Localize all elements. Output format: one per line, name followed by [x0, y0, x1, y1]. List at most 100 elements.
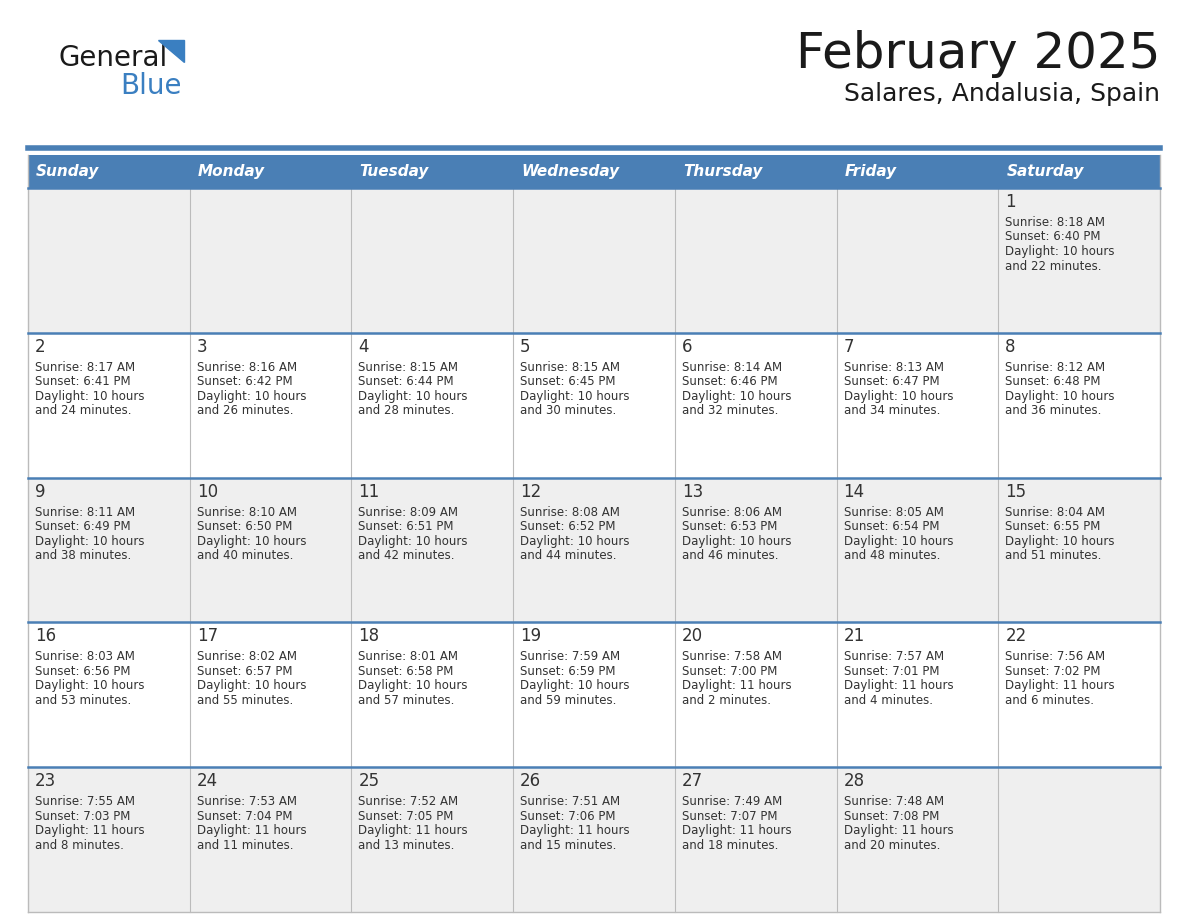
- Text: 5: 5: [520, 338, 531, 356]
- Text: Wednesday: Wednesday: [522, 164, 619, 179]
- Text: Sunset: 6:53 PM: Sunset: 6:53 PM: [682, 521, 777, 533]
- Text: Daylight: 10 hours: Daylight: 10 hours: [682, 534, 791, 548]
- Text: Sunset: 7:01 PM: Sunset: 7:01 PM: [843, 665, 939, 677]
- Text: Daylight: 10 hours: Daylight: 10 hours: [34, 390, 145, 403]
- Text: Friday: Friday: [845, 164, 897, 179]
- Text: Sunrise: 8:15 AM: Sunrise: 8:15 AM: [359, 361, 459, 374]
- Text: Sunset: 6:59 PM: Sunset: 6:59 PM: [520, 665, 615, 677]
- Text: Sunrise: 8:03 AM: Sunrise: 8:03 AM: [34, 650, 135, 664]
- Text: Sunrise: 7:53 AM: Sunrise: 7:53 AM: [197, 795, 297, 808]
- Text: 3: 3: [197, 338, 208, 356]
- Bar: [352, 477, 513, 622]
- Text: 2: 2: [34, 338, 45, 356]
- Text: Sunrise: 8:18 AM: Sunrise: 8:18 AM: [1005, 216, 1105, 229]
- Text: Sunrise: 8:10 AM: Sunrise: 8:10 AM: [197, 506, 297, 519]
- Text: Saturday: Saturday: [1006, 164, 1083, 179]
- Text: Sunrise: 7:52 AM: Sunrise: 7:52 AM: [359, 795, 459, 808]
- Text: Sunrise: 8:04 AM: Sunrise: 8:04 AM: [1005, 506, 1105, 519]
- Text: Sunrise: 8:05 AM: Sunrise: 8:05 AM: [843, 506, 943, 519]
- Text: 26: 26: [520, 772, 542, 790]
- Bar: [352, 622, 513, 767]
- Text: 6: 6: [682, 338, 693, 356]
- Polygon shape: [158, 40, 184, 62]
- Text: and 28 minutes.: and 28 minutes.: [359, 404, 455, 418]
- Bar: [998, 767, 1159, 912]
- Text: and 4 minutes.: and 4 minutes.: [843, 694, 933, 707]
- Text: 15: 15: [1005, 483, 1026, 500]
- Bar: [998, 622, 1159, 767]
- Text: Sunset: 6:45 PM: Sunset: 6:45 PM: [520, 375, 615, 388]
- Text: Sunrise: 8:15 AM: Sunrise: 8:15 AM: [520, 361, 620, 374]
- Text: Sunrise: 8:06 AM: Sunrise: 8:06 AM: [682, 506, 782, 519]
- Bar: [29, 333, 190, 477]
- Bar: [513, 477, 675, 622]
- Bar: [675, 188, 836, 333]
- Text: 28: 28: [843, 772, 865, 790]
- Bar: [29, 622, 190, 767]
- Bar: [29, 477, 190, 622]
- Text: and 46 minutes.: and 46 minutes.: [682, 549, 778, 562]
- Text: Daylight: 11 hours: Daylight: 11 hours: [34, 824, 145, 837]
- Bar: [998, 188, 1159, 333]
- Text: 9: 9: [34, 483, 45, 500]
- Bar: [352, 155, 513, 188]
- Text: and 57 minutes.: and 57 minutes.: [359, 694, 455, 707]
- Text: 27: 27: [682, 772, 703, 790]
- Bar: [190, 767, 352, 912]
- Text: Sunset: 6:42 PM: Sunset: 6:42 PM: [197, 375, 292, 388]
- Text: and 40 minutes.: and 40 minutes.: [197, 549, 293, 562]
- Bar: [836, 622, 998, 767]
- Text: 13: 13: [682, 483, 703, 500]
- Text: 1: 1: [1005, 193, 1016, 211]
- Text: and 51 minutes.: and 51 minutes.: [1005, 549, 1101, 562]
- Text: Daylight: 11 hours: Daylight: 11 hours: [1005, 679, 1114, 692]
- Text: Sunrise: 7:49 AM: Sunrise: 7:49 AM: [682, 795, 782, 808]
- Text: 12: 12: [520, 483, 542, 500]
- Bar: [29, 188, 190, 333]
- Text: Sunrise: 8:14 AM: Sunrise: 8:14 AM: [682, 361, 782, 374]
- Text: and 30 minutes.: and 30 minutes.: [520, 404, 617, 418]
- Text: Sunset: 6:50 PM: Sunset: 6:50 PM: [197, 521, 292, 533]
- Bar: [675, 155, 836, 188]
- Bar: [29, 767, 190, 912]
- Text: 20: 20: [682, 627, 703, 645]
- Text: Sunrise: 7:58 AM: Sunrise: 7:58 AM: [682, 650, 782, 664]
- Text: Daylight: 10 hours: Daylight: 10 hours: [197, 679, 307, 692]
- Text: Daylight: 10 hours: Daylight: 10 hours: [843, 534, 953, 548]
- Bar: [190, 333, 352, 477]
- Text: and 24 minutes.: and 24 minutes.: [34, 404, 132, 418]
- Bar: [836, 767, 998, 912]
- Text: Sunset: 6:55 PM: Sunset: 6:55 PM: [1005, 521, 1100, 533]
- Text: Sunset: 6:54 PM: Sunset: 6:54 PM: [843, 521, 939, 533]
- Text: Sunset: 6:49 PM: Sunset: 6:49 PM: [34, 521, 131, 533]
- Text: 7: 7: [843, 338, 854, 356]
- Text: Sunset: 7:03 PM: Sunset: 7:03 PM: [34, 810, 131, 823]
- Text: 18: 18: [359, 627, 379, 645]
- Text: Daylight: 10 hours: Daylight: 10 hours: [520, 679, 630, 692]
- Text: and 13 minutes.: and 13 minutes.: [359, 839, 455, 852]
- Text: and 38 minutes.: and 38 minutes.: [34, 549, 131, 562]
- Text: Sunrise: 7:56 AM: Sunrise: 7:56 AM: [1005, 650, 1105, 664]
- Text: Sunrise: 7:59 AM: Sunrise: 7:59 AM: [520, 650, 620, 664]
- Bar: [513, 767, 675, 912]
- Text: 21: 21: [843, 627, 865, 645]
- Text: Sunset: 6:41 PM: Sunset: 6:41 PM: [34, 375, 131, 388]
- Text: and 2 minutes.: and 2 minutes.: [682, 694, 771, 707]
- Text: and 32 minutes.: and 32 minutes.: [682, 404, 778, 418]
- Text: Sunset: 6:40 PM: Sunset: 6:40 PM: [1005, 230, 1101, 243]
- Text: Sunrise: 8:01 AM: Sunrise: 8:01 AM: [359, 650, 459, 664]
- Text: 10: 10: [197, 483, 217, 500]
- Bar: [513, 155, 675, 188]
- Text: Daylight: 10 hours: Daylight: 10 hours: [843, 390, 953, 403]
- Bar: [675, 333, 836, 477]
- Text: and 42 minutes.: and 42 minutes.: [359, 549, 455, 562]
- Text: 23: 23: [34, 772, 56, 790]
- Bar: [675, 477, 836, 622]
- Text: Daylight: 10 hours: Daylight: 10 hours: [197, 390, 307, 403]
- Bar: [675, 767, 836, 912]
- Text: Daylight: 10 hours: Daylight: 10 hours: [520, 390, 630, 403]
- Text: 11: 11: [359, 483, 380, 500]
- Text: and 59 minutes.: and 59 minutes.: [520, 694, 617, 707]
- Text: and 53 minutes.: and 53 minutes.: [34, 694, 131, 707]
- Text: Sunset: 6:46 PM: Sunset: 6:46 PM: [682, 375, 777, 388]
